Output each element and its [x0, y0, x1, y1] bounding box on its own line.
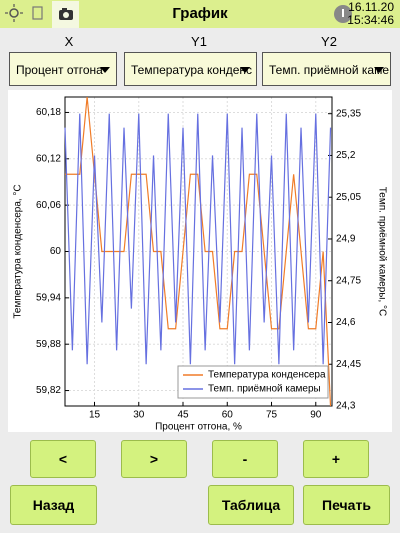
print-button[interactable]: Печать [303, 485, 390, 525]
series-line [64, 113, 332, 365]
prev-button[interactable]: < [30, 440, 96, 478]
x-tick-label: 45 [177, 410, 189, 421]
chart: 15 30 45 60 75 90 59,82 59,88 59,94 60 60,06 60,12 6… [8, 90, 392, 432]
y2-tick-label: 25,2 [336, 150, 356, 161]
selector-label: Y2 [321, 34, 337, 49]
y2-tick-label: 24,9 [336, 234, 356, 245]
dropdown[interactable]: Темп. приёмной каме [262, 52, 391, 86]
y-tick-label: 59,88 [36, 339, 61, 350]
y2-tick-label: 24,75 [336, 275, 361, 286]
series-line [65, 96, 332, 407]
clock: 16.11.20 15:34:46 [347, 1, 394, 27]
x-tick-label: 75 [266, 410, 278, 421]
legend-box [177, 365, 329, 399]
y2-tick-label: 24,6 [336, 317, 356, 328]
tab-icons [5, 1, 79, 28]
screen-title: График [172, 5, 228, 22]
time: 15:34:46 [347, 13, 394, 27]
x-axis-label: Процент отгона, % [155, 422, 242, 432]
x-tick-label: 90 [310, 410, 322, 421]
dropdown[interactable]: Температура конденс [124, 52, 257, 86]
dropdown[interactable]: Процент отгона [9, 52, 117, 86]
legend-label: Темп. приёмной камеры [208, 384, 321, 395]
dropdown-value: Температура конденс [131, 63, 253, 77]
x-tick-label: 15 [89, 410, 101, 421]
top-bar: График 16.11.20 15:34:46 [0, 0, 400, 28]
y-tick-label: 60,18 [36, 107, 61, 118]
x-tick-label: 60 [222, 410, 234, 421]
y-tick-label: 59,94 [36, 292, 61, 303]
y-tick-label: 59,82 [36, 385, 61, 396]
y2-tick-label: 24,3 [336, 401, 356, 412]
next-button[interactable]: > [121, 440, 187, 478]
y2-tick-label: 25,05 [336, 192, 361, 203]
back-button[interactable]: Назад [10, 485, 97, 525]
selector-label: X [64, 34, 74, 49]
selector-label: Y1 [191, 34, 207, 49]
y-tick-label: 60,06 [36, 200, 61, 211]
y2-tick-label: 25,35 [336, 108, 361, 119]
dropdown-value: Процент отгона [16, 63, 103, 77]
dropdown-value: Темп. приёмной каме [269, 63, 389, 77]
y2-tick-label: 24,45 [336, 359, 361, 370]
y-tick-label: 60,12 [36, 153, 61, 164]
zoom-in-button[interactable]: + [303, 440, 369, 478]
plot-frame [64, 96, 333, 407]
status-icon [334, 5, 352, 23]
legend-label: Температура конденсера [208, 370, 326, 381]
y-axis-label: Температура конденсера, °С [13, 184, 24, 318]
table-button[interactable]: Таблица [208, 485, 294, 525]
zoom-out-button[interactable]: - [212, 440, 278, 478]
x-tick-label: 30 [133, 410, 145, 421]
date: 16.11.20 [348, 0, 394, 14]
y2-axis-label: Темп. приёмной камеры, °С [376, 187, 387, 317]
y-tick-label: 60 [50, 246, 62, 257]
